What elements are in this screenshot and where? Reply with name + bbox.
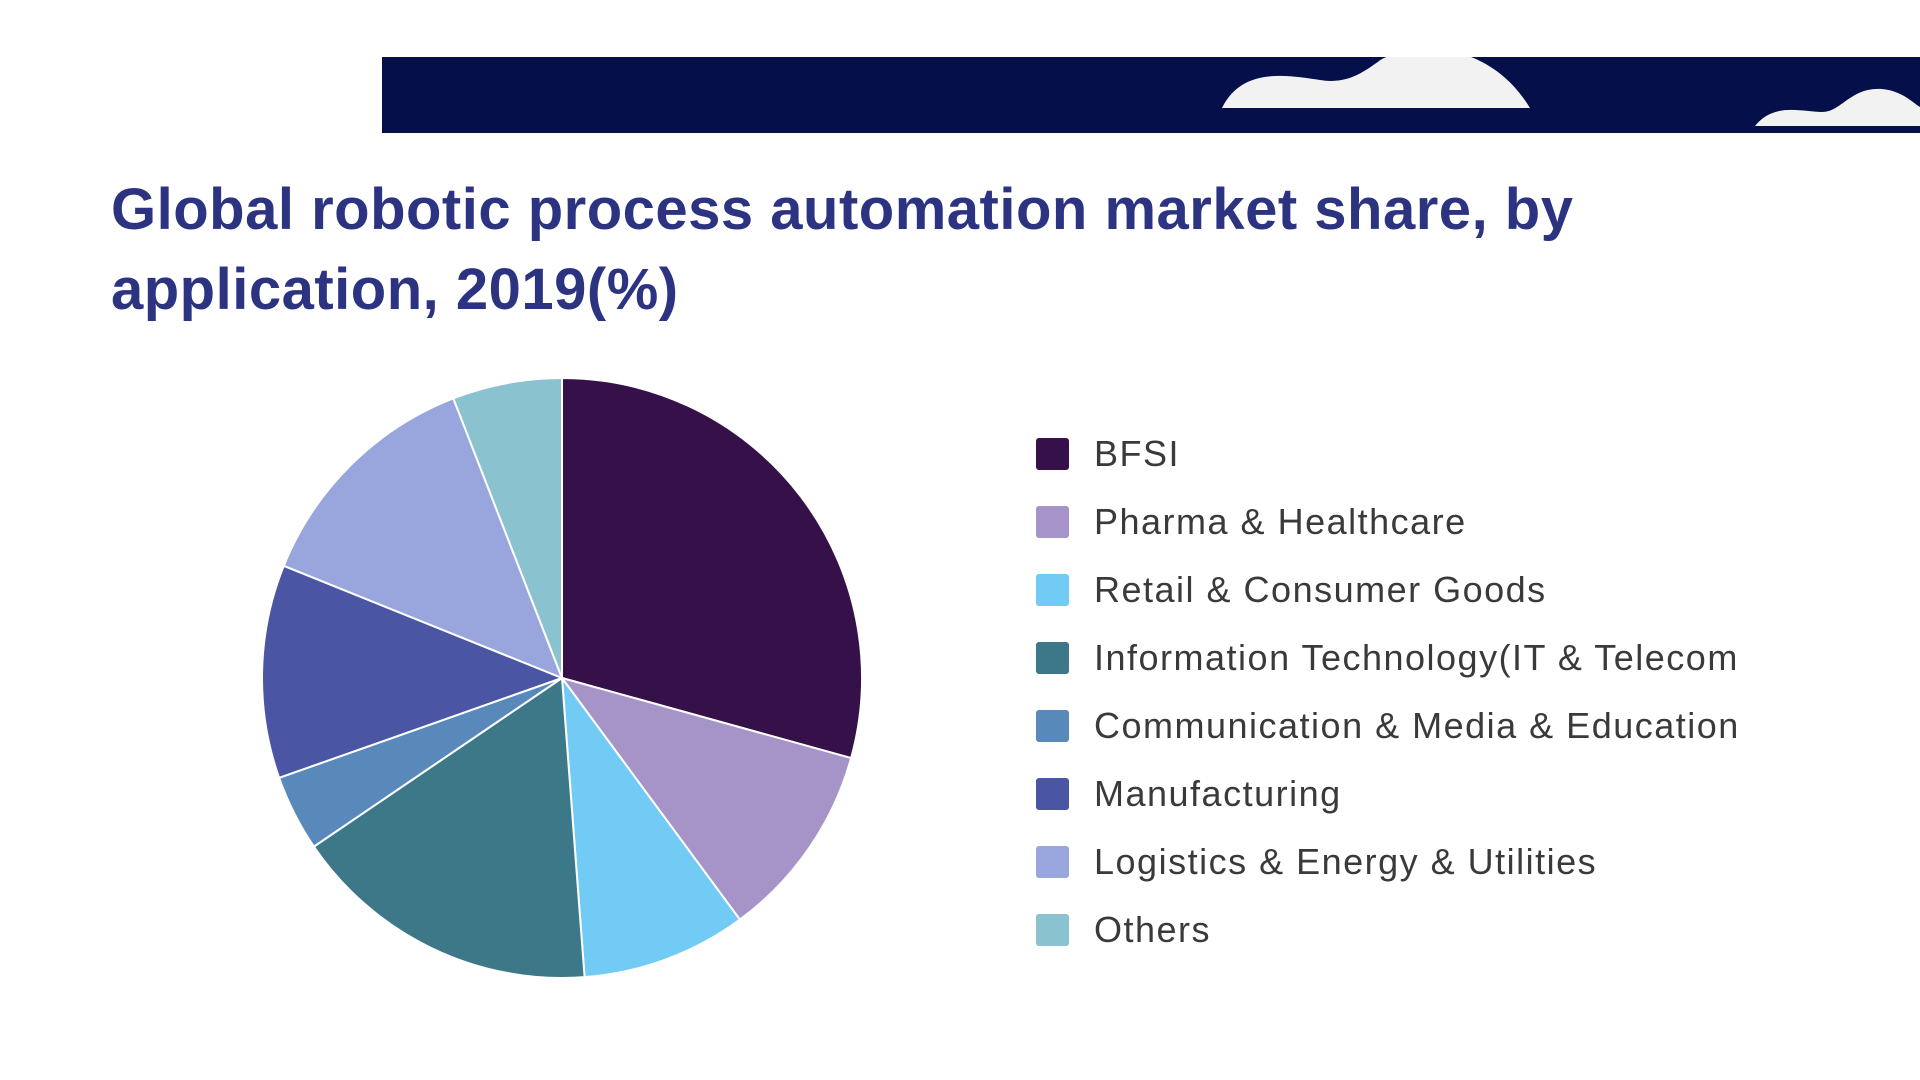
legend-item: BFSI xyxy=(1036,420,1740,488)
legend-label: Others xyxy=(1094,909,1212,950)
pie-slice-5 xyxy=(261,564,565,780)
legend-label: Information Technology(IT & Telecom xyxy=(1094,637,1739,678)
legend-swatch xyxy=(1036,914,1069,946)
legend-item: Others xyxy=(1036,896,1740,964)
legend-item: Logistics & Energy & Utilities xyxy=(1036,828,1740,896)
header-banner xyxy=(382,57,1920,133)
pie-slice-3 xyxy=(312,676,586,979)
pie-slice-7 xyxy=(452,376,563,679)
legend-item: Retail & Consumer Goods xyxy=(1036,556,1740,624)
legend-swatch xyxy=(1036,438,1069,470)
cloud-icon xyxy=(1222,57,1530,108)
chart-title: Global robotic process automation market… xyxy=(111,177,1574,322)
legend-label: BFSI xyxy=(1094,433,1181,474)
legend-swatch xyxy=(1036,846,1069,878)
legend-label: Communication & Media & Education xyxy=(1094,705,1740,746)
legend-item: Information Technology(IT & Telecom xyxy=(1036,624,1740,692)
legend-label: Manufacturing xyxy=(1094,773,1342,814)
legend-swatch xyxy=(1036,710,1069,742)
chart-legend: BFSI Pharma & Healthcare Retail & Consumer… xyxy=(1036,420,1740,964)
legend-item: Manufacturing xyxy=(1036,760,1740,828)
pie-slice-1 xyxy=(559,676,853,921)
legend-swatch xyxy=(1036,778,1069,810)
legend-label: Pharma & Healthcare xyxy=(1094,501,1467,542)
legend-swatch xyxy=(1036,506,1069,538)
legend-item: Communication & Media & Education xyxy=(1036,692,1740,760)
pie-chart xyxy=(260,376,864,980)
legend-swatch xyxy=(1036,642,1069,674)
legend-label: Logistics & Energy & Utilities xyxy=(1094,841,1598,882)
legend-label: Retail & Consumer Goods xyxy=(1094,569,1547,610)
cloud-icon xyxy=(1755,88,1920,126)
legend-item: Pharma & Healthcare xyxy=(1036,488,1740,556)
pie-slice-2 xyxy=(560,674,742,979)
pie-slice-0 xyxy=(561,376,863,760)
pie-slice-6 xyxy=(282,397,564,680)
legend-swatch xyxy=(1036,574,1069,606)
